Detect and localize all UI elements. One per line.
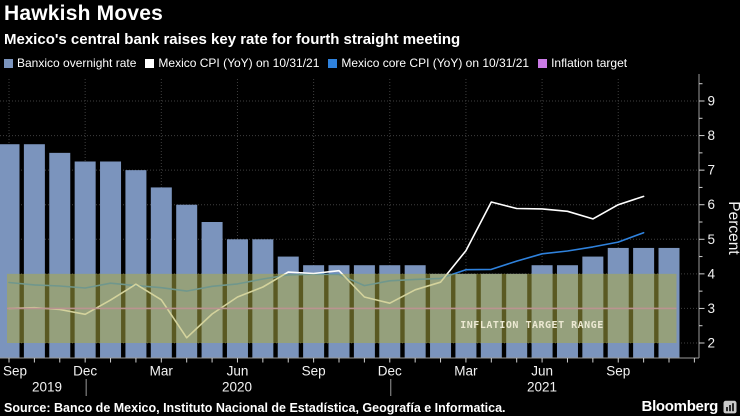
chart-title: Hawkish Moves <box>4 2 163 25</box>
x-tick-label: Dec <box>378 364 402 379</box>
legend-label: Mexico core CPI (YoY) on 10/31/21 <box>341 56 530 71</box>
x-tick-label: Sep <box>302 364 326 379</box>
y-tick-label: 6 <box>708 197 716 212</box>
y-tick-label: 2 <box>708 336 716 351</box>
inflation-target-band <box>7 273 677 343</box>
bloomberg-terminal-icon <box>723 400 737 413</box>
y-tick-label: 7 <box>708 163 716 178</box>
legend-swatch-icon <box>145 58 155 68</box>
tick-marks <box>8 83 705 363</box>
legend-item: Mexico core CPI (YoY) on 10/31/21 <box>328 56 529 70</box>
legend-swatch-icon <box>4 58 13 68</box>
legend-swatch-icon <box>538 58 548 68</box>
chart-subtitle: Mexico's central bank raises key rate fo… <box>4 31 461 49</box>
y-tick-label: 5 <box>708 232 716 247</box>
inflation-target-range-label: INFLATION TARGET RANGE <box>460 320 603 331</box>
y-tick-label: 3 <box>708 301 716 316</box>
axes <box>0 74 700 359</box>
year-label: 2021 <box>527 380 557 395</box>
y-tick-label: 8 <box>708 128 716 143</box>
y-axis-title: Percent <box>725 201 740 255</box>
legend-swatch-icon <box>328 58 338 68</box>
x-tick-label: Jun <box>227 364 249 379</box>
x-tick-label: Sep <box>3 364 27 379</box>
legend-item: Mexico CPI (YoY) on 10/31/21 <box>145 56 319 70</box>
x-tick-label: Mar <box>150 364 174 379</box>
bloomberg-brand: Bloomberg <box>642 398 737 415</box>
chart-legend: Banxico overnight rate Mexico CPI (YoY) o… <box>4 56 736 70</box>
year-label: 2020 <box>222 380 252 395</box>
legend-label: Banxico overnight rate <box>17 56 137 71</box>
source-note: Source: Banco de Mexico, Instituto Nacio… <box>4 401 506 415</box>
legend-item: Inflation target <box>538 56 627 70</box>
year-label: 2019 <box>32 380 62 395</box>
chart-header: Hawkish Moves Mexico's central bank rais… <box>4 2 736 70</box>
legend-label: Mexico CPI (YoY) on 10/31/21 <box>158 56 320 71</box>
legend-item: Banxico overnight rate <box>4 56 136 70</box>
chart-footer: Source: Banco de Mexico, Instituto Nacio… <box>4 398 737 415</box>
y-tick-label: 9 <box>708 94 716 109</box>
bloomberg-wordmark: Bloomberg <box>641 398 719 415</box>
x-tick-label: Jun <box>531 364 553 379</box>
legend-label: Inflation target <box>551 56 628 71</box>
y-tick-label: 4 <box>708 266 716 281</box>
x-tick-label: Dec <box>73 364 97 379</box>
x-tick-label: Sep <box>606 364 630 379</box>
x-tick-label: Mar <box>454 364 478 379</box>
